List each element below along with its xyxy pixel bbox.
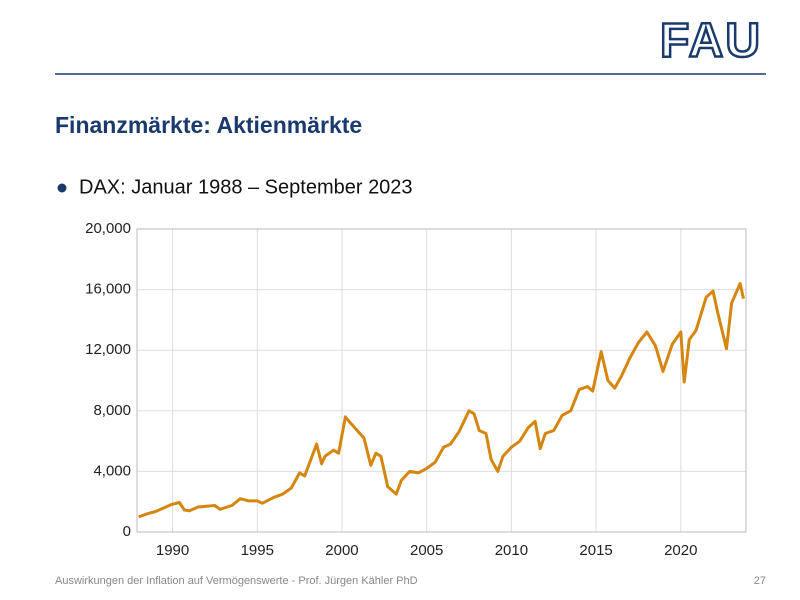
x-tick-label: 2015: [579, 542, 612, 559]
footer: Auswirkungen der Inflation auf Vermögens…: [55, 575, 418, 587]
y-tick-label: 4,000: [93, 462, 131, 479]
y-tick-label: 8,000: [93, 402, 131, 419]
y-tick-label: 20,000: [85, 220, 131, 237]
x-tick-label: 2020: [664, 542, 697, 559]
x-tick-label: 2000: [325, 542, 358, 559]
slide-title: Finanzmärkte: Aktienmärkte: [55, 112, 362, 138]
y-tick-label: 16,000: [85, 281, 131, 298]
page-number: 27: [754, 575, 766, 587]
y-tick-label: 12,000: [85, 341, 131, 358]
x-tick-label: 2005: [410, 542, 443, 559]
bullet-text: DAX: Januar 1988 – September 2023: [79, 176, 413, 198]
chart: 0 4,000 8,000 12,000 16,000 20,000 1990 1995 200…: [85, 220, 747, 559]
x-tick-label: 2010: [495, 542, 528, 559]
bullet-dot: [57, 183, 67, 193]
y-tick-label: 0: [123, 523, 131, 540]
x-tick-label: 1990: [156, 542, 189, 559]
logo: FAU: [660, 15, 762, 68]
data-line: [138, 282, 745, 519]
x-tick-label: 1995: [241, 542, 274, 559]
plot-frame: [136, 228, 747, 533]
